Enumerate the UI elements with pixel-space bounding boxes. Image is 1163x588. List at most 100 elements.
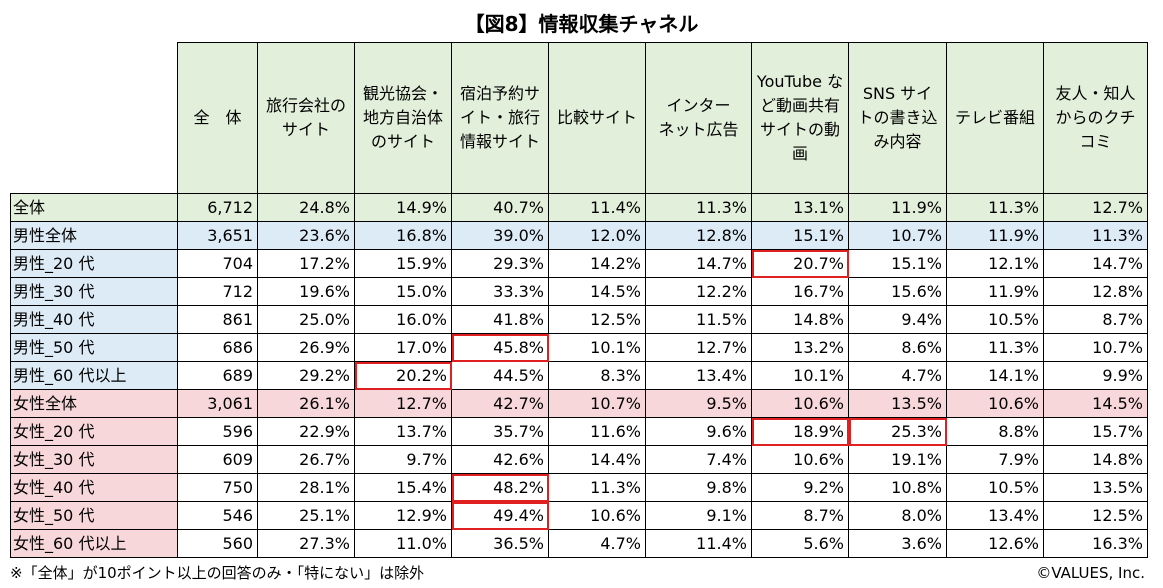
percentage-cell: 12.5% xyxy=(548,305,646,334)
percentage-cell: 15.0% xyxy=(354,277,452,306)
percentage-cell: 15.4% xyxy=(354,473,452,502)
table-row: 男性全体 3,651 23.6% 16.8% 39.0% 12.0% 12.8% 15.1% 1… xyxy=(10,221,1148,250)
respondent-count-cell: 546 xyxy=(177,501,258,530)
percentage-cell: 15.1% xyxy=(751,221,849,250)
percentage-cell: 11.6% xyxy=(548,417,646,446)
percentage-cell: 28.1% xyxy=(257,473,355,502)
percentage-cell: 14.2% xyxy=(548,249,646,278)
percentage-cell: 14.5% xyxy=(548,277,646,306)
respondent-count-cell: 560 xyxy=(177,529,258,558)
percentage-cell: 10.6% xyxy=(548,501,646,530)
percentage-cell: 13.2% xyxy=(751,333,849,362)
column-header: 宿泊予約サ イト・旅行 情報サイト xyxy=(451,42,549,194)
percentage-cell: 22.9% xyxy=(257,417,355,446)
row-label: 男性_40 代 xyxy=(10,305,178,334)
percentage-cell: 12.7% xyxy=(645,333,752,362)
percentage-cell: 12.6% xyxy=(946,529,1044,558)
row-label: 男性_50 代 xyxy=(10,333,178,362)
column-header: 旅行会社の サイト xyxy=(257,42,355,194)
percentage-cell: 10.6% xyxy=(751,445,849,474)
row-label: 男性全体 xyxy=(10,221,178,250)
percentage-cell: 10.1% xyxy=(548,333,646,362)
percentage-cell: 12.8% xyxy=(645,221,752,250)
column-header: 観光協会・ 地方自治体 のサイト xyxy=(354,42,452,194)
table-row: 女性_50 代 546 25.1% 12.9% 49.4% 10.6% 9.1% 8.7% 8.… xyxy=(10,501,1148,530)
row-label: 男性_60 代以上 xyxy=(10,361,178,390)
column-header: インター ネット広告 xyxy=(645,42,752,194)
percentage-cell: 11.3% xyxy=(946,193,1044,222)
percentage-cell: 40.7% xyxy=(451,193,549,222)
percentage-cell: 18.9% xyxy=(751,417,849,446)
respondent-count-cell: 596 xyxy=(177,417,258,446)
column-header-line: インター xyxy=(666,96,731,115)
percentage-cell: 12.7% xyxy=(354,389,452,418)
percentage-cell: 35.7% xyxy=(451,417,549,446)
percentage-cell: 42.7% xyxy=(451,389,549,418)
percentage-cell: 13.7% xyxy=(354,417,452,446)
table-row: 男性_40 代 861 25.0% 16.0% 41.8% 12.5% 11.5% 14.8%… xyxy=(10,305,1148,334)
percentage-cell: 8.6% xyxy=(848,333,947,362)
row-label: 女性_30 代 xyxy=(10,445,178,474)
column-header-line: イト・旅行 xyxy=(459,108,540,127)
header-row: 全 体旅行会社の サイト 観光協会・ 地方自治体 のサイト 宿泊予約サ イト・旅行 情報サイト… xyxy=(10,42,1148,194)
respondent-count-cell: 609 xyxy=(177,445,258,474)
percentage-cell: 9.8% xyxy=(645,473,752,502)
percentage-cell: 29.3% xyxy=(451,249,549,278)
table-row: 男性_60 代以上 689 29.2% 20.2% 44.5% 8.3% 13.4% 10.1… xyxy=(10,361,1148,390)
percentage-cell: 10.7% xyxy=(548,389,646,418)
percentage-cell: 17.0% xyxy=(354,333,452,362)
column-header-line: トの書き込 xyxy=(857,108,938,127)
respondent-count-cell: 3,651 xyxy=(177,221,258,250)
percentage-cell: 8.8% xyxy=(946,417,1044,446)
percentage-cell: 9.2% xyxy=(751,473,849,502)
column-header-line: み内容 xyxy=(873,132,922,151)
data-table: 全 体旅行会社の サイト 観光協会・ 地方自治体 のサイト 宿泊予約サ イト・旅行 情報サイト… xyxy=(10,42,1148,558)
column-header: テレビ番組 xyxy=(946,42,1044,194)
percentage-cell: 25.0% xyxy=(257,305,355,334)
percentage-cell: 14.8% xyxy=(751,305,849,334)
percentage-cell: 3.6% xyxy=(848,529,947,558)
respondent-count-cell: 689 xyxy=(177,361,258,390)
column-header: 比較サイト xyxy=(548,42,646,194)
row-label: 全体 xyxy=(10,193,178,222)
percentage-cell: 16.8% xyxy=(354,221,452,250)
respondent-count-cell: 686 xyxy=(177,333,258,362)
percentage-cell: 13.1% xyxy=(751,193,849,222)
percentage-cell: 11.5% xyxy=(645,305,752,334)
percentage-cell: 9.6% xyxy=(645,417,752,446)
percentage-cell: 13.4% xyxy=(645,361,752,390)
column-header-line: のサイト xyxy=(370,132,435,151)
chart-title: 【図8】情報収集チャネル xyxy=(464,12,699,36)
percentage-cell: 11.4% xyxy=(548,193,646,222)
percentage-cell: 14.9% xyxy=(354,193,452,222)
percentage-cell: 12.2% xyxy=(645,277,752,306)
percentage-cell: 11.3% xyxy=(946,333,1044,362)
percentage-cell: 11.3% xyxy=(1043,221,1148,250)
table-row: 男性_30 代 712 19.6% 15.0% 33.3% 14.5% 12.2% 16.7%… xyxy=(10,277,1148,306)
percentage-cell: 12.5% xyxy=(1043,501,1148,530)
percentage-cell: 10.8% xyxy=(848,473,947,502)
column-header-line: コミ xyxy=(1079,132,1112,151)
percentage-cell: 15.6% xyxy=(848,277,947,306)
percentage-cell: 13.5% xyxy=(1043,473,1148,502)
column-header-line: サイトの動 xyxy=(759,120,840,139)
percentage-cell: 19.6% xyxy=(257,277,355,306)
percentage-cell: 8.3% xyxy=(548,361,646,390)
table-row: 女性全体 3,061 26.1% 12.7% 42.7% 10.7% 9.5% 10.6% 13… xyxy=(10,389,1148,418)
percentage-cell: 4.7% xyxy=(548,529,646,558)
row-label: 女性_20 代 xyxy=(10,417,178,446)
footnote: ※「全体」が10ポイント以上の回答のみ・「特にない」は除外 xyxy=(10,564,425,582)
row-label: 女性_40 代 xyxy=(10,473,178,502)
percentage-cell: 26.1% xyxy=(257,389,355,418)
percentage-cell: 26.7% xyxy=(257,445,355,474)
table-body: 全体 6,712 24.8% 14.9% 40.7% 11.4% 11.3% 13.1% 11.… xyxy=(10,193,1148,558)
percentage-cell: 9.4% xyxy=(848,305,947,334)
percentage-cell: 48.2% xyxy=(451,473,549,502)
column-header-line: 旅行会社の xyxy=(265,96,346,115)
percentage-cell: 12.7% xyxy=(1043,193,1148,222)
percentage-cell: 27.3% xyxy=(257,529,355,558)
percentage-cell: 20.2% xyxy=(354,361,452,390)
table-row: 全体 6,712 24.8% 14.9% 40.7% 11.4% 11.3% 13.1% 11.… xyxy=(10,193,1148,222)
percentage-cell: 25.3% xyxy=(848,417,947,446)
percentage-cell: 5.6% xyxy=(751,529,849,558)
